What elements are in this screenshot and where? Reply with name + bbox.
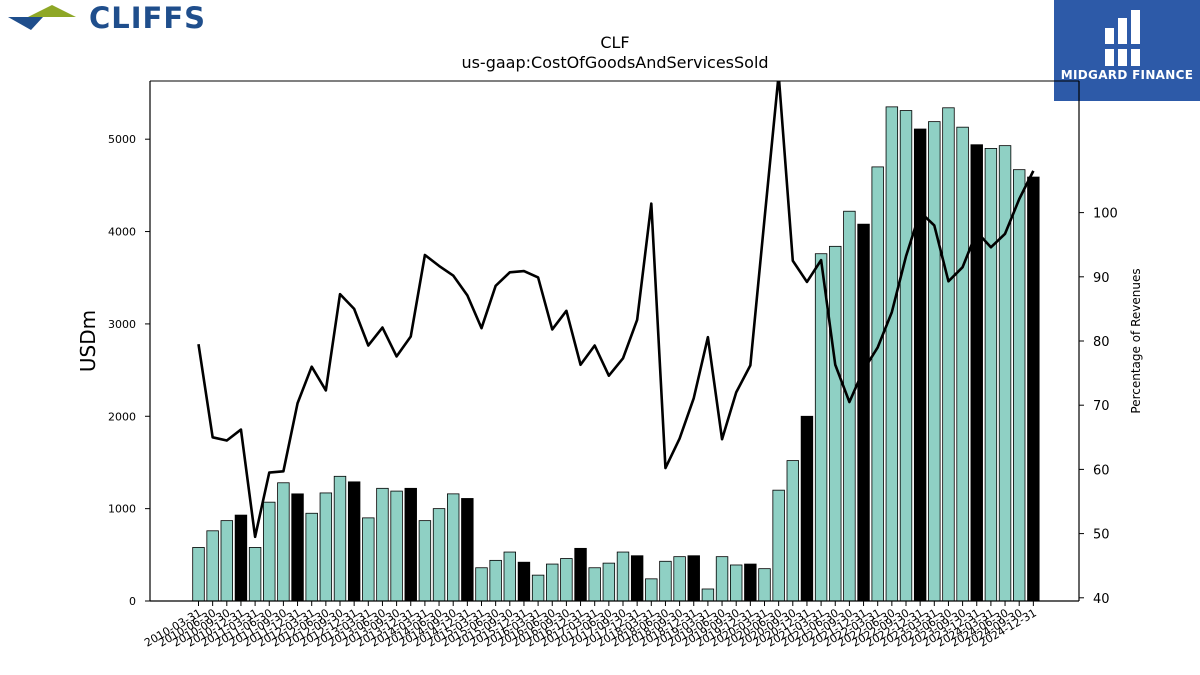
- quarter-bar: [984, 148, 998, 602]
- annual-bar: [517, 561, 531, 602]
- quarter-bar: [277, 482, 290, 602]
- quarter-bar: [772, 489, 785, 602]
- annual-bar: [1027, 176, 1040, 602]
- y-tick-label: 5000: [108, 133, 136, 146]
- y-tick-label: 4000: [108, 226, 136, 239]
- annual-bar: [913, 128, 927, 602]
- y-axis-label: USDm: [76, 310, 100, 372]
- y2-axis-label: Percentage of Revenues: [1129, 268, 1143, 413]
- quarter-bar: [843, 210, 856, 602]
- annual-bar: [800, 415, 814, 602]
- bars-layer: [192, 106, 1040, 602]
- quarter-bar: [928, 121, 941, 602]
- quarter-bar: [319, 492, 333, 602]
- quarter-bar: [956, 126, 969, 602]
- annual-bar: [744, 563, 757, 602]
- quarter-bar: [645, 578, 658, 602]
- y-tick-label: 0: [129, 595, 136, 608]
- quarter-bar: [588, 567, 601, 602]
- quarter-bar: [560, 558, 573, 602]
- annual-bar: [970, 144, 983, 602]
- annual-bar: [857, 223, 870, 602]
- quarter-bar: [263, 501, 276, 602]
- percentage-line: [197, 81, 1035, 539]
- quarter-bar: [305, 512, 318, 602]
- quarter-bar: [829, 245, 842, 602]
- midgard-logo-mark: [1105, 10, 1140, 66]
- quarter-bar: [715, 556, 729, 602]
- chart-subtitle: us-gaap:CostOfGoodsAndServicesSold: [461, 53, 768, 72]
- quarter-bar: [418, 520, 432, 602]
- cliffs-logo-text: CLIFFS: [89, 1, 207, 35]
- annual-bar: [630, 555, 644, 602]
- y2-tick-label: 70: [1093, 399, 1110, 414]
- quarter-bar: [942, 107, 955, 602]
- quarter-bar: [446, 493, 460, 602]
- y2-tick-label: 90: [1093, 271, 1110, 286]
- annual-bar: [291, 493, 304, 602]
- quarter-bar: [206, 530, 219, 602]
- line-layer: [197, 81, 1035, 539]
- quarter-bar: [998, 145, 1012, 602]
- axes-layer: 0100020003000400050004050607080901002010…: [108, 80, 1118, 650]
- quarter-bar: [362, 517, 375, 602]
- cliffs-logo: CLIFFS: [0, 0, 260, 40]
- quarter-bar: [390, 490, 403, 602]
- midgard-finance-logo: MIDGARD FINANCE: [1054, 0, 1200, 101]
- quarter-bar: [885, 106, 899, 602]
- annual-bar: [234, 514, 248, 602]
- quarter-bar: [701, 588, 715, 602]
- midgard-logo-text: MIDGARD FINANCE: [1060, 68, 1194, 82]
- y2-tick-label: 100: [1093, 207, 1118, 222]
- y2-tick-label: 50: [1093, 528, 1110, 543]
- quarter-bar: [531, 574, 545, 602]
- annual-bar: [347, 481, 361, 602]
- y2-tick-label: 60: [1093, 463, 1110, 478]
- quarter-bar: [546, 563, 559, 602]
- quarter-bar: [1013, 169, 1026, 602]
- quarter-bar: [659, 560, 672, 602]
- annual-bar: [687, 555, 700, 602]
- y2-tick-label: 80: [1093, 335, 1110, 350]
- annual-bar: [461, 498, 474, 602]
- quarter-bar: [616, 551, 630, 602]
- y-tick-label: 2000: [108, 410, 136, 423]
- quarter-bar: [432, 508, 446, 602]
- annual-bar: [404, 487, 417, 602]
- quarter-bar: [376, 487, 389, 602]
- quarter-bar: [220, 520, 234, 602]
- cliffs-logo-mark: [8, 5, 76, 30]
- quarter-bar: [192, 547, 205, 602]
- y-tick-label: 3000: [108, 318, 136, 331]
- quarter-bar: [730, 564, 743, 602]
- quarter-bar: [673, 556, 686, 602]
- quarter-bar: [503, 551, 517, 602]
- quarter-bar: [475, 567, 488, 602]
- annual-bar: [574, 547, 587, 602]
- quarter-bar: [899, 110, 913, 602]
- y-tick-label: 1000: [108, 503, 136, 516]
- quarter-bar: [814, 253, 828, 602]
- quarter-bar: [871, 166, 884, 602]
- quarter-bar: [602, 562, 616, 602]
- quarter-bar: [758, 568, 771, 602]
- quarter-bar: [489, 559, 502, 602]
- quarter-bar: [786, 460, 800, 602]
- chart-title: CLF: [600, 33, 629, 52]
- quarter-bar: [248, 547, 262, 602]
- y2-tick-label: 40: [1093, 592, 1110, 607]
- quarter-bar: [333, 475, 347, 602]
